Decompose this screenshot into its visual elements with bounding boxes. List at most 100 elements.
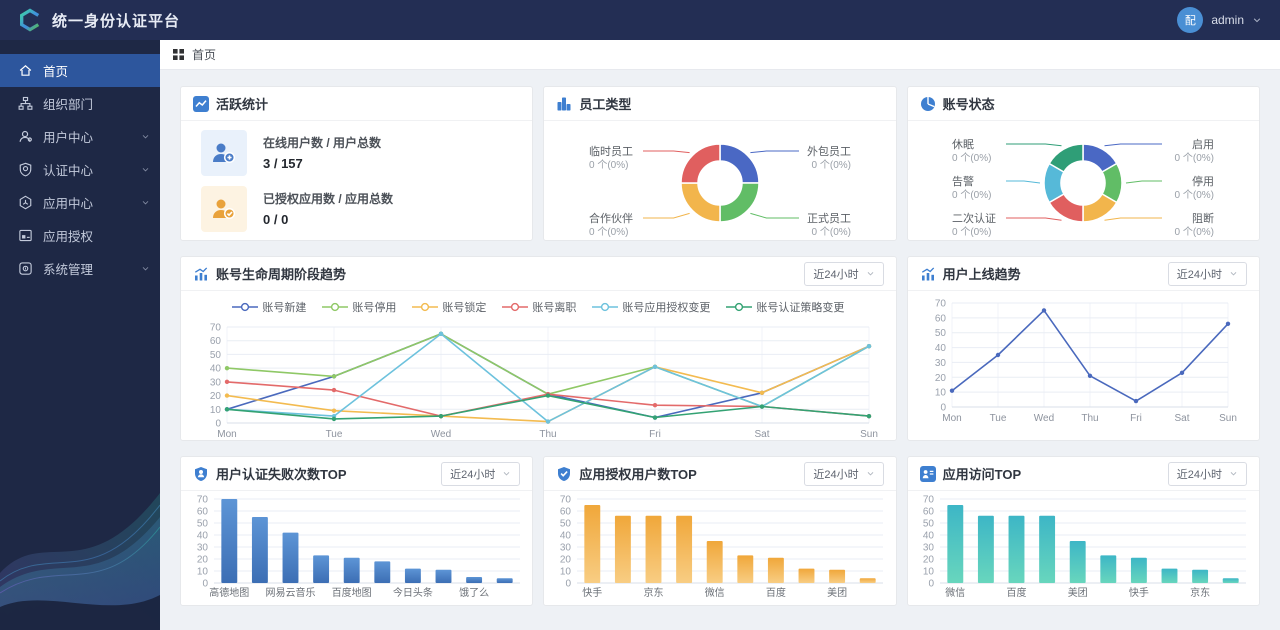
card-header: 账号生命周期阶段趋势 近24小时 [181,257,896,291]
legend-item[interactable]: 账号离职 [502,299,576,315]
card-active-stats: 活跃统计 在线用户数 / 用户总数 3 / 157 [180,86,534,241]
chart-legend[interactable]: 账号新建 账号停用 账号锁定 账号离职 账号应用授权变更 账号认证策略变更 [181,291,896,319]
sidebar-item-label: 应用中心 [43,197,94,211]
svg-text:京东: 京东 [1190,586,1210,599]
svg-text:二次认证: 二次认证 [952,211,996,225]
user-menu[interactable]: 配 admin [1177,7,1262,33]
svg-text:70: 70 [923,495,935,506]
legend-item[interactable]: 账号停用 [322,299,396,315]
app-logo: 统一身份认证平台 [18,8,180,32]
svg-text:临时员工: 临时员工 [589,144,633,158]
svg-text:Mon: Mon [218,429,237,440]
time-range-dropdown[interactable]: 近24小时 [441,461,521,486]
sidebar-item-org[interactable]: 组织部门 [0,87,160,120]
svg-text:50: 50 [560,519,572,530]
svg-text:快手: 快手 [582,586,602,599]
user-add-icon [201,129,247,176]
card-title: 账号状态 [942,97,995,112]
card-lifecycle-trend: 账号生命周期阶段趋势 近24小时 账号新建 账号停用 账号锁定 账号离职 账号应用授权变… [180,256,897,441]
svg-text:20: 20 [197,555,209,566]
card-title: 员工类型 [579,97,632,112]
card-title: 用户上线趋势 [942,267,1021,282]
svg-text:0 个(0%): 0 个(0%) [1175,189,1214,201]
svg-text:美团: 美团 [827,586,847,599]
sidebar-item-app-center[interactable]: 应用中心 [0,186,160,219]
svg-text:50: 50 [935,328,947,339]
app-access-chart: 0 10 20 30 40 50 60 70 微信 百度 美团 快手 京东 [908,491,1259,605]
sidebar-item-label: 系统管理 [43,263,94,277]
legend-label: 账号离职 [532,302,577,314]
growth-chart-icon [920,266,936,282]
card-header: 活跃统计 [181,87,533,121]
svg-text:20: 20 [560,555,572,566]
sidebar-item-app-auth[interactable]: 应用授权 [0,219,160,252]
svg-text:Sat: Sat [755,429,770,440]
lifecycle-chart-area: 账号新建 账号停用 账号锁定 账号离职 账号应用授权变更 账号认证策略变更 0 10 20 30… [181,291,896,440]
gear-icon [18,261,33,276]
svg-text:网易云音乐: 网易云音乐 [265,586,315,599]
card-header: 用户上线趋势 近24小时 [907,257,1259,291]
growth-chart-icon [193,266,209,282]
sidebar-item-label: 组织部门 [43,98,94,112]
svg-text:停用: 停用 [1192,174,1214,188]
svg-text:0: 0 [941,403,947,414]
logo-hexagon-icon [18,8,42,32]
sidebar-item-user-center[interactable]: 用户中心 [0,120,160,153]
content-column: 首页 活跃统计 [160,40,1280,630]
svg-text:高德地图: 高德地图 [209,586,249,599]
online-trend-chart: 0 10 20 30 40 50 60 70 Mon Tue Wed Thu Fri Sat Sun [908,291,1259,440]
chevron-down-icon [141,198,150,207]
breadcrumb-home[interactable]: 首页 [192,48,217,62]
stat-online-users: 在线用户数 / 用户总数 3 / 157 [201,129,512,176]
svg-text:Sun: Sun [860,429,878,440]
shield-check-icon [556,466,572,482]
svg-text:告警: 告警 [952,174,974,188]
svg-text:30: 30 [923,543,935,554]
svg-text:Fri: Fri [649,429,661,440]
home-icon [18,63,33,78]
time-range-dropdown[interactable]: 近24小时 [1167,461,1247,486]
avatar[interactable]: 配 [1177,7,1204,33]
legend-marker-icon [592,302,619,312]
grid-icon[interactable] [173,49,184,60]
svg-text:休眠: 休眠 [952,138,974,151]
time-range-dropdown[interactable]: 近24小时 [1167,261,1247,286]
svg-text:10: 10 [197,567,209,578]
svg-text:0: 0 [216,419,222,430]
legend-item[interactable]: 账号新建 [232,299,306,315]
chevron-down-icon [1252,15,1262,25]
svg-text:70: 70 [210,323,222,334]
svg-text:0 个(0%): 0 个(0%) [812,159,851,171]
stat-authorized-apps: 已授权应用数 / 应用总数 0 / 0 [201,185,512,232]
stat-label: 已授权应用数 / 应用总数 [263,192,394,206]
svg-text:合作伙伴: 合作伙伴 [589,211,633,225]
legend-item[interactable]: 账号锁定 [412,299,486,315]
svg-text:40: 40 [923,531,935,542]
svg-text:40: 40 [210,364,222,375]
time-range-dropdown[interactable]: 近24小时 [804,261,884,286]
time-range-dropdown[interactable]: 近24小时 [804,461,884,486]
svg-text:30: 30 [935,358,947,369]
svg-text:0 个(0%): 0 个(0%) [589,226,628,238]
svg-text:10: 10 [560,567,572,578]
username-label: admin [1211,13,1244,27]
svg-text:0 个(0%): 0 个(0%) [952,226,991,238]
svg-text:50: 50 [923,519,935,530]
sidebar-item-home[interactable]: 首页 [0,54,160,87]
legend-marker-icon [232,302,259,312]
legend-item[interactable]: 账号应用授权变更 [592,299,710,315]
svg-text:60: 60 [923,507,935,518]
svg-text:10: 10 [923,567,935,578]
svg-text:快手: 快手 [1129,586,1149,599]
legend-item[interactable]: 账号认证策略变更 [726,299,844,315]
chevron-down-icon [141,264,150,273]
sidebar-item-auth-center[interactable]: 认证中心 [0,153,160,186]
svg-text:0 个(0%): 0 个(0%) [952,189,991,201]
sidebar-item-system[interactable]: 系统管理 [0,252,160,285]
org-icon [18,96,33,111]
svg-text:50: 50 [210,350,222,361]
svg-text:百度: 百度 [1007,586,1027,599]
svg-text:正式员工: 正式员工 [807,212,851,225]
